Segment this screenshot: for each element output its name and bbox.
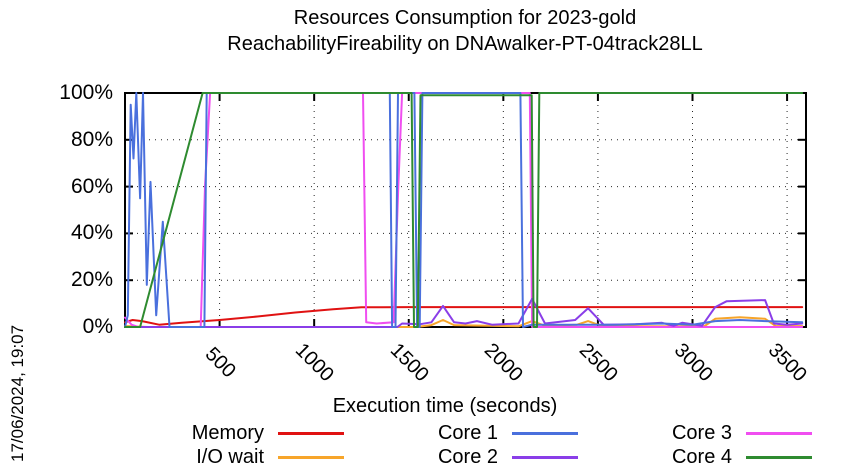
legend-label-core-2: Core 2 bbox=[437, 445, 498, 468]
legend-item-core-2: Core 2 bbox=[406, 445, 578, 469]
y-tick-label: 20% bbox=[70, 268, 113, 292]
y-tick-label: 80% bbox=[70, 127, 113, 151]
legend-item-core-1: Core 1 bbox=[406, 421, 578, 445]
legend-item-core-3: Core 3 bbox=[640, 421, 812, 445]
legend-item-memory: Memory bbox=[172, 421, 344, 445]
chart-title-line2: ReachabilityFireability on DNAwalker-PT-… bbox=[227, 33, 703, 55]
legend-label-core-3: Core 3 bbox=[671, 421, 732, 444]
legend-line-core-1 bbox=[512, 431, 578, 435]
legend-label-memory: Memory bbox=[191, 421, 264, 444]
chart-title-line1: Resources Consumption for 2023-gold bbox=[293, 7, 637, 29]
legend-line-memory bbox=[278, 431, 344, 435]
legend-line-i-o-wait bbox=[278, 455, 344, 459]
y-tick-label: 0% bbox=[82, 315, 113, 338]
legend-line-core-2 bbox=[512, 455, 578, 459]
legend-line-core-3 bbox=[746, 431, 812, 435]
legend-label-i-o-wait: I/O wait bbox=[196, 445, 264, 468]
y-tick-label: 60% bbox=[70, 174, 113, 198]
legend-label-core-1: Core 1 bbox=[437, 421, 498, 444]
chart-legend: Memory I/O wait Core 1 Core 2 Core 3 Core 4 bbox=[172, 421, 812, 469]
y-tick-label: 40% bbox=[70, 221, 113, 245]
plot-border bbox=[124, 92, 807, 328]
series-line-core-3 bbox=[124, 92, 804, 328]
y-tick-label: 100% bbox=[59, 81, 113, 104]
series-line-core-2 bbox=[124, 297, 804, 328]
x-axis-title: Execution time (seconds) bbox=[332, 395, 558, 417]
legend-item-i-o-wait: I/O wait bbox=[172, 445, 344, 469]
series-line-core-4 bbox=[124, 92, 804, 328]
legend-line-core-4 bbox=[746, 455, 812, 459]
series-line-core-1 bbox=[124, 92, 804, 328]
legend-item-core-4: Core 4 bbox=[640, 445, 812, 469]
series-line-memory bbox=[124, 306, 804, 326]
legend-label-core-4: Core 4 bbox=[671, 445, 732, 468]
